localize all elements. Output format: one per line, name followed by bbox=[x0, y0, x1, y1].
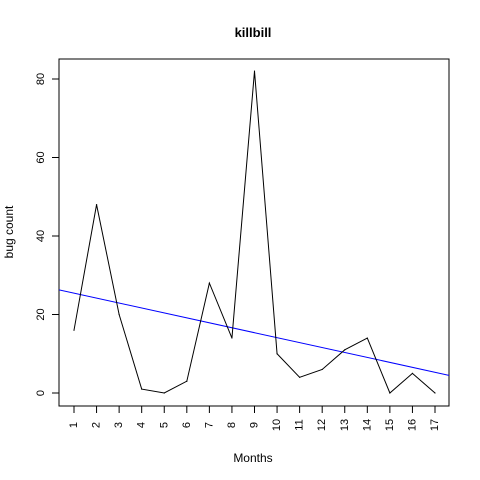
data-point bbox=[208, 282, 210, 284]
trend-line-layer bbox=[59, 289, 449, 376]
y-tick-label: 20 bbox=[35, 308, 47, 320]
data-point bbox=[141, 388, 143, 390]
x-tick-label: 14 bbox=[361, 419, 373, 431]
x-tick-label: 17 bbox=[429, 419, 441, 431]
data-point bbox=[434, 392, 436, 394]
trend-line bbox=[59, 289, 449, 376]
x-tick-label: 15 bbox=[384, 419, 396, 431]
x-tick-label: 13 bbox=[339, 419, 351, 431]
x-tick-label: 10 bbox=[271, 419, 283, 431]
data-point bbox=[344, 349, 346, 351]
x-axis-label: Months bbox=[233, 451, 272, 465]
data-point bbox=[321, 368, 323, 371]
x-tick-label: 2 bbox=[91, 422, 103, 428]
data-point bbox=[411, 372, 414, 374]
y-axis-label: bug count bbox=[2, 205, 16, 258]
y-tick-label: 80 bbox=[35, 73, 47, 85]
y-axis: 0 20 40 60 80 bbox=[35, 73, 59, 396]
data-point bbox=[73, 329, 75, 331]
y-tick-label: 60 bbox=[35, 151, 47, 163]
data-point bbox=[366, 337, 368, 339]
data-point bbox=[389, 392, 391, 394]
data-point bbox=[118, 313, 120, 316]
y-tick-label: 40 bbox=[35, 230, 47, 242]
x-tick-label: 16 bbox=[406, 419, 418, 431]
x-tick-label: 12 bbox=[316, 419, 328, 431]
x-axis: 1 2 3 4 5 6 7 8 9 10 11 12 13 14 15 16 17 bbox=[68, 406, 441, 431]
data-point bbox=[299, 376, 301, 378]
data-point bbox=[163, 392, 165, 394]
series-line bbox=[73, 71, 436, 394]
x-tick-label: 6 bbox=[181, 422, 193, 428]
chart-title: killbill bbox=[235, 25, 272, 40]
series-layer bbox=[73, 70, 436, 394]
x-tick-label: 7 bbox=[203, 422, 215, 428]
data-point bbox=[276, 353, 278, 355]
data-point bbox=[186, 380, 188, 382]
x-tick-label: 3 bbox=[113, 422, 125, 428]
x-tick-label: 8 bbox=[226, 422, 238, 428]
plot-border bbox=[58, 58, 450, 407]
x-tick-label: 9 bbox=[249, 422, 261, 428]
data-point bbox=[231, 337, 233, 339]
y-tick-label: 0 bbox=[35, 390, 47, 396]
data-point bbox=[95, 204, 98, 206]
data-point bbox=[253, 70, 256, 72]
x-tick-label: 1 bbox=[68, 422, 80, 428]
x-tick-label: 4 bbox=[136, 422, 148, 428]
x-tick-label: 5 bbox=[158, 422, 170, 428]
x-tick-label: 11 bbox=[294, 419, 306, 430]
